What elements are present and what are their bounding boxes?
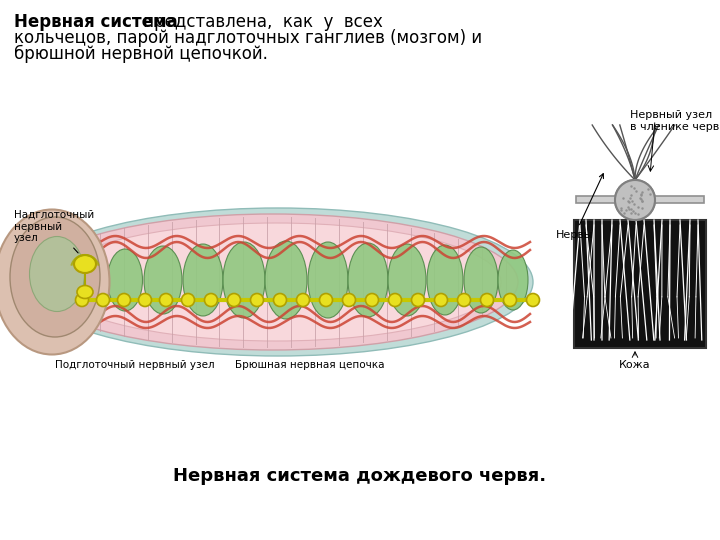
Ellipse shape (265, 241, 307, 319)
Circle shape (480, 294, 493, 307)
Circle shape (117, 294, 130, 307)
Text: Брюшная нервная цепочка: Брюшная нервная цепочка (235, 360, 384, 370)
Ellipse shape (388, 244, 426, 316)
Circle shape (251, 294, 264, 307)
Ellipse shape (427, 245, 463, 315)
Circle shape (457, 294, 470, 307)
Ellipse shape (183, 244, 223, 316)
Text: брюшной нервной цепочкой.: брюшной нервной цепочкой. (14, 45, 268, 63)
Text: Нервная система дождевого червя.: Нервная система дождевого червя. (174, 467, 546, 485)
Text: Нервы: Нервы (556, 174, 603, 240)
Ellipse shape (0, 210, 109, 354)
Ellipse shape (308, 242, 348, 318)
Ellipse shape (10, 217, 100, 337)
Circle shape (343, 294, 356, 307)
Ellipse shape (23, 208, 533, 356)
Circle shape (615, 180, 655, 220)
Text: Кожа: Кожа (619, 360, 651, 370)
Ellipse shape (107, 249, 143, 311)
Ellipse shape (464, 247, 498, 313)
Ellipse shape (30, 237, 84, 312)
Circle shape (160, 294, 173, 307)
Circle shape (503, 294, 516, 307)
Circle shape (615, 180, 655, 220)
Circle shape (274, 294, 287, 307)
Text: Нервный узел
в членике червя: Нервный узел в членике червя (630, 110, 720, 132)
Circle shape (526, 294, 539, 307)
Circle shape (138, 294, 151, 307)
Circle shape (181, 294, 194, 307)
Text: Подглоточный нервный узел: Подглоточный нервный узел (55, 360, 215, 370)
Ellipse shape (74, 255, 96, 273)
Text: представлена,  как  у  всех: представлена, как у всех (138, 13, 383, 31)
Bar (576, 196, 704, 203)
Circle shape (228, 294, 240, 307)
Ellipse shape (144, 246, 182, 314)
Circle shape (76, 294, 89, 307)
Text: Нервная система: Нервная система (14, 13, 178, 31)
Circle shape (204, 294, 217, 307)
Circle shape (320, 294, 333, 307)
Text: Надглоточный
нервный
узел: Надглоточный нервный узел (14, 210, 94, 253)
Circle shape (297, 294, 310, 307)
Ellipse shape (498, 250, 528, 310)
Ellipse shape (51, 223, 501, 341)
Circle shape (96, 294, 109, 307)
Ellipse shape (28, 214, 518, 350)
Text: кольчецов, парой надглоточных ганглиев (мозгом) и: кольчецов, парой надглоточных ганглиев (… (14, 29, 482, 47)
Circle shape (434, 294, 448, 307)
Circle shape (412, 294, 425, 307)
Circle shape (389, 294, 402, 307)
Circle shape (366, 294, 379, 307)
Ellipse shape (223, 242, 265, 318)
Ellipse shape (348, 243, 388, 317)
Bar (574, 220, 706, 348)
Ellipse shape (77, 286, 93, 299)
